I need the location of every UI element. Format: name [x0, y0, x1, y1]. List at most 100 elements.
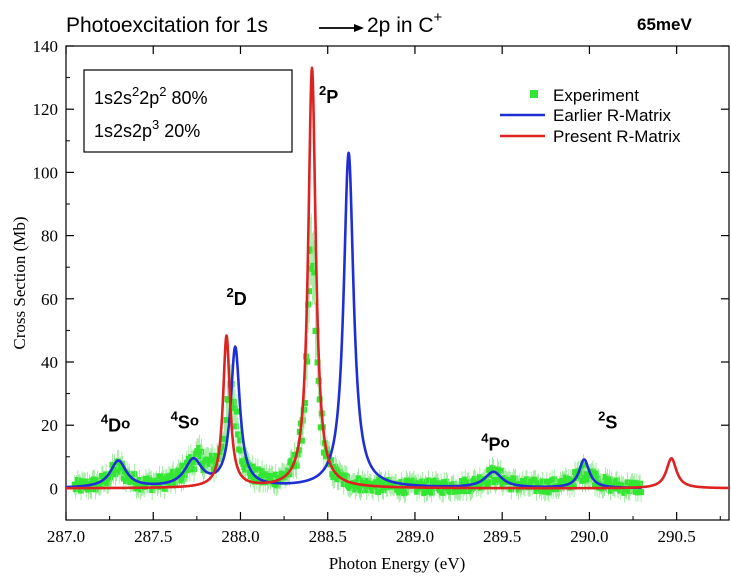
experiment-point — [397, 488, 404, 495]
y-axis-ticks: 0 20 40 60 80 100 120 140 — [33, 37, 729, 521]
experiment-point — [353, 482, 360, 489]
experiment-point — [113, 466, 120, 473]
experiment-point — [132, 479, 139, 486]
experiment-point — [97, 481, 104, 488]
experiment-point — [201, 462, 208, 469]
experiment-point — [410, 477, 417, 484]
experiment-point — [438, 480, 445, 487]
experiment-point — [595, 475, 602, 482]
experiment-point — [512, 475, 519, 482]
experiment-point — [398, 479, 405, 486]
experiment-point — [335, 476, 342, 483]
experiment-point — [103, 471, 110, 478]
resolution-label: 65meV — [637, 15, 692, 34]
experiment-point — [608, 478, 615, 485]
experiment-point — [358, 484, 365, 491]
legend: Experiment Earlier R-Matrix Present R-Ma… — [500, 86, 681, 146]
experiment-point — [362, 480, 369, 487]
x-tick-label: 287.0 — [47, 527, 85, 546]
experiment-point — [259, 468, 266, 475]
experiment-point — [136, 476, 143, 483]
x-tick-label: 288.5 — [309, 527, 347, 546]
experiment-point — [269, 473, 276, 480]
experiment-point — [617, 487, 624, 494]
experiment-point — [465, 479, 472, 486]
experiment-point — [380, 487, 387, 494]
experiment-point — [576, 473, 583, 480]
experiment-point — [582, 477, 589, 484]
experiment-point — [425, 477, 432, 484]
experiment-point — [223, 416, 230, 423]
experiment-point — [170, 468, 177, 475]
experiment-point — [249, 463, 256, 470]
y-tick-label: 120 — [33, 100, 59, 119]
experiment-point — [181, 472, 188, 479]
experiment-point — [444, 481, 451, 488]
experiment-point — [99, 472, 106, 479]
experiment-point — [156, 473, 163, 480]
term-label-S4: 4So — [171, 408, 199, 432]
term-label-D4: 4Do — [101, 412, 130, 436]
experiment-point — [286, 471, 293, 478]
experiment-point — [137, 486, 144, 493]
experiment-point — [91, 476, 98, 483]
experiment-point — [551, 476, 558, 483]
term-label-S2: 2S — [598, 408, 617, 432]
experiment-point — [460, 487, 467, 494]
experiment-point — [370, 487, 377, 494]
experiment-point — [105, 479, 112, 486]
experiment-point — [354, 478, 361, 485]
term-annotations: 2D 2P 4Do 4So 4Po 2S — [101, 83, 617, 455]
experiment-point — [634, 489, 641, 496]
experiment-point — [440, 489, 447, 496]
experiment-point — [543, 478, 550, 485]
experiment-point — [78, 487, 85, 494]
experiment-point — [212, 457, 219, 464]
experiment-point — [231, 405, 238, 412]
experiment-point — [533, 487, 540, 494]
experiment-point — [488, 472, 495, 479]
experiment-point — [196, 444, 203, 451]
experiment-point — [125, 475, 132, 482]
experiment-point — [486, 466, 493, 473]
experiment-point — [497, 467, 504, 474]
experiment-point — [580, 462, 587, 469]
experiment-point — [254, 466, 261, 473]
experiment-point — [476, 474, 483, 481]
x-axis-ticks: 287.0 287.5 288.0 288.5 289.0 289.5 290.0 290.5 — [47, 46, 721, 546]
experiment-point — [571, 483, 578, 490]
experiment-point — [532, 476, 539, 483]
series-earlier-r-matrix — [65, 151, 643, 490]
experiment-point — [326, 450, 333, 457]
configuration-line-2: 1s2s2p3 20% — [94, 117, 200, 141]
experiment-point — [242, 466, 249, 473]
experiment-point — [258, 473, 265, 480]
legend-label-present: Present R-Matrix — [553, 127, 681, 146]
x-axis-label: Photon Energy (eV) — [329, 554, 466, 573]
experiment-point — [529, 482, 536, 489]
experiment-point — [523, 476, 530, 483]
experiment-point — [149, 486, 156, 493]
experiment-point — [578, 469, 585, 476]
y-axis-label: Cross Section (Mb) — [10, 216, 29, 349]
experiment-point — [216, 455, 223, 462]
experiment-point — [232, 423, 239, 430]
chart-title: Photoexcitation for 1s — [66, 14, 268, 37]
experiment-point — [589, 468, 596, 475]
experiment-point — [197, 453, 204, 460]
chart-title-target: 2p in C+ — [367, 9, 443, 37]
legend-label-experiment: Experiment — [553, 86, 639, 105]
experiment-point — [161, 485, 168, 492]
experiment-point — [545, 489, 552, 496]
term-label-P2: 2P — [319, 83, 338, 107]
configuration-box — [83, 69, 293, 153]
experiment-point — [343, 474, 350, 481]
experiment-point — [247, 473, 254, 480]
experiment-point — [620, 482, 627, 489]
experiment-point — [298, 437, 305, 444]
experiment-point — [429, 478, 436, 485]
transition-arrow-head — [354, 24, 364, 32]
experiment-point — [131, 471, 138, 478]
experiment-point — [306, 288, 313, 295]
experiment-point — [169, 472, 176, 479]
